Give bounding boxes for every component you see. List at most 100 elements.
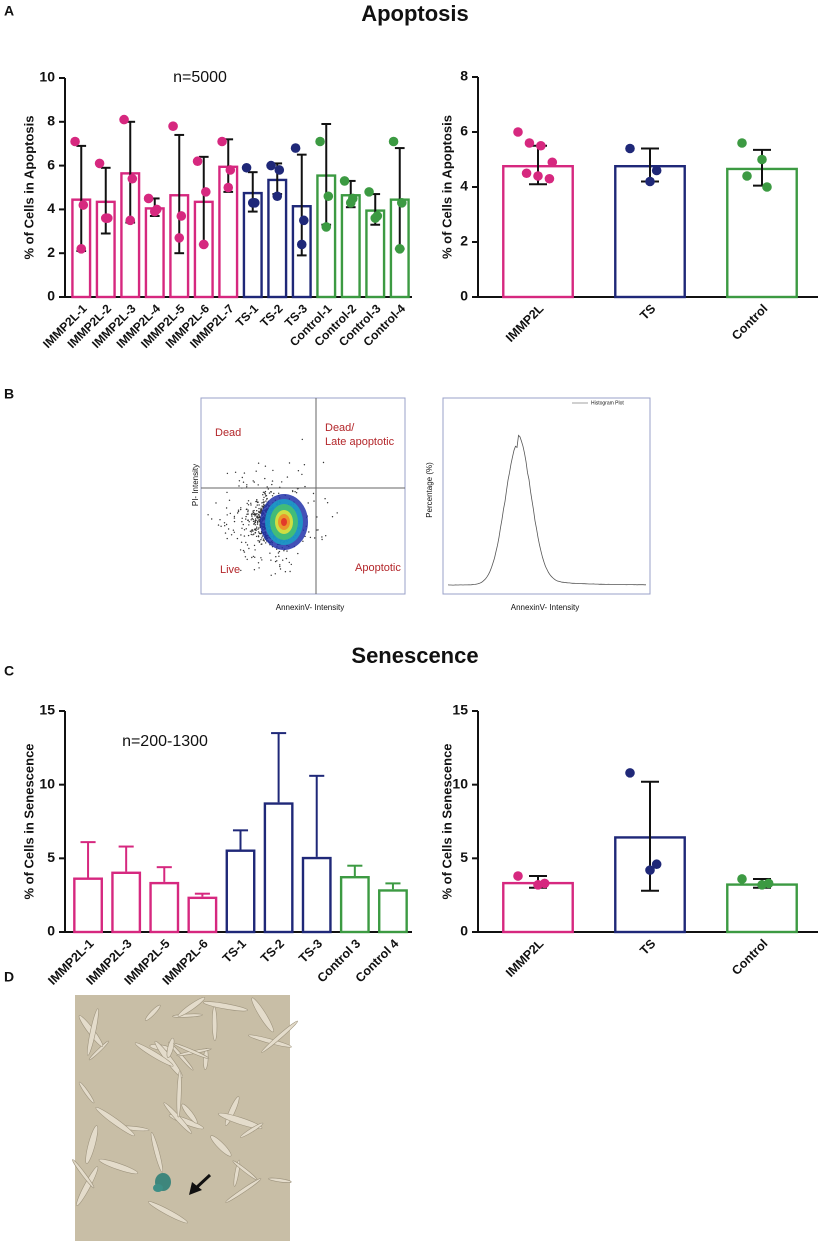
- scatter-dot: [278, 550, 281, 553]
- y-axis-label: % of Cells in Apoptosis: [439, 115, 454, 259]
- scatter-dot: [253, 522, 256, 524]
- axis-label: AnnexinV- Intensity: [511, 603, 579, 612]
- scatter-dot: [244, 556, 247, 558]
- bar: [340, 194, 361, 299]
- scatter-dot: [238, 485, 240, 487]
- scatter-dot: [271, 480, 274, 482]
- axis-label: AnnexinV- Intensity: [276, 603, 344, 612]
- scatter-dot: [240, 508, 242, 511]
- x-tick-label: Control: [729, 302, 770, 343]
- scatter-dot: [232, 529, 235, 531]
- scatter-dot: [258, 504, 260, 506]
- bar: [263, 802, 294, 934]
- y-tick-label: 6: [460, 123, 468, 139]
- scatter-dot: [252, 555, 255, 558]
- scatter-dot: [297, 552, 299, 555]
- scatter-dot: [247, 504, 250, 506]
- scatter-dot: [255, 514, 257, 516]
- cell: [173, 1042, 210, 1059]
- y-tick-label: 0: [47, 288, 55, 304]
- error-bar: [232, 829, 249, 850]
- scatter-dot: [257, 531, 260, 533]
- bar: [502, 164, 574, 299]
- scatter-dot: [241, 521, 243, 523]
- scatter-dot: [246, 558, 248, 561]
- scatter-dot: [257, 501, 259, 503]
- scatter-cloud: [207, 438, 338, 576]
- scatter-dot: [251, 512, 253, 515]
- data-point: [323, 191, 334, 202]
- scatter-dot: [247, 534, 250, 537]
- scatter-dot: [223, 522, 226, 524]
- scatter-dot: [242, 481, 245, 483]
- scatter-dot: [247, 511, 249, 513]
- scatter-dot: [295, 492, 298, 494]
- scatter-dot: [257, 540, 259, 542]
- data-point: [299, 215, 309, 226]
- scatter-dot: [253, 569, 256, 571]
- scatter-dot: [247, 519, 249, 521]
- scatter-dot: [268, 492, 271, 494]
- scatter-dot: [250, 519, 252, 521]
- scatter-dot: [270, 491, 273, 493]
- cell: [85, 1125, 99, 1164]
- scatter-dot: [270, 559, 272, 561]
- stained-cell: [153, 1184, 163, 1192]
- scatter-dot: [292, 490, 294, 493]
- scatter-dot: [261, 508, 263, 510]
- bar: [726, 883, 798, 934]
- scatter-dot: [230, 534, 233, 536]
- scatter-dot: [266, 486, 268, 488]
- data-point: [94, 158, 105, 169]
- scatter-dot: [309, 536, 312, 539]
- data-point: [247, 198, 258, 208]
- bar: [149, 881, 180, 934]
- flow-histogram: Histogram Plot Percentage (%) AnnexinV- …: [425, 397, 651, 612]
- scatter-dot: [225, 523, 228, 526]
- data-point: [119, 114, 129, 125]
- cell: [87, 1008, 99, 1056]
- cell: [261, 1020, 298, 1053]
- scatter-dot: [211, 518, 213, 520]
- quadrant-label: Live: [220, 564, 240, 576]
- data-point: [397, 198, 407, 208]
- error-bar: [271, 732, 287, 803]
- scatter-dot: [302, 540, 304, 542]
- data-point: [127, 173, 138, 184]
- scatter-dot: [336, 512, 338, 514]
- scatter-dot: [260, 511, 262, 513]
- scatter-dot: [254, 519, 256, 522]
- y-axis-label: % of Cells in Senescence: [439, 743, 454, 899]
- scatter-dot: [270, 574, 272, 576]
- scatter-dot: [255, 506, 257, 508]
- scatter-dot: [331, 516, 334, 518]
- data-point: [78, 200, 89, 210]
- scatter-dot: [256, 499, 258, 501]
- scatter-dot: [257, 519, 259, 521]
- data-point: [388, 136, 399, 147]
- scatter-dot: [317, 529, 319, 531]
- cell: [163, 1102, 192, 1134]
- quadrant-label: Apoptotic: [355, 562, 401, 574]
- scatter-dot: [276, 560, 278, 562]
- scatter-dot: [257, 462, 260, 464]
- error-bar: [118, 845, 134, 872]
- bar: [73, 877, 103, 934]
- y-tick-label: 6: [47, 156, 55, 172]
- scatter-dot: [321, 536, 323, 538]
- scatter-dot: [226, 491, 228, 494]
- scatter-dot: [242, 549, 245, 552]
- scatter-dot: [290, 563, 292, 566]
- scatter-dot: [253, 544, 256, 547]
- data-point: [645, 176, 655, 187]
- scatter-dot: [240, 534, 242, 536]
- cell: [78, 1081, 95, 1104]
- scatter-dot: [250, 514, 253, 516]
- scatter-dot: [257, 484, 259, 486]
- x-tick-label: TS-2: [258, 937, 287, 966]
- data-point: [394, 244, 405, 254]
- scatter-dot: [275, 556, 277, 558]
- scatter-dot: [239, 549, 242, 551]
- cell: [251, 997, 274, 1033]
